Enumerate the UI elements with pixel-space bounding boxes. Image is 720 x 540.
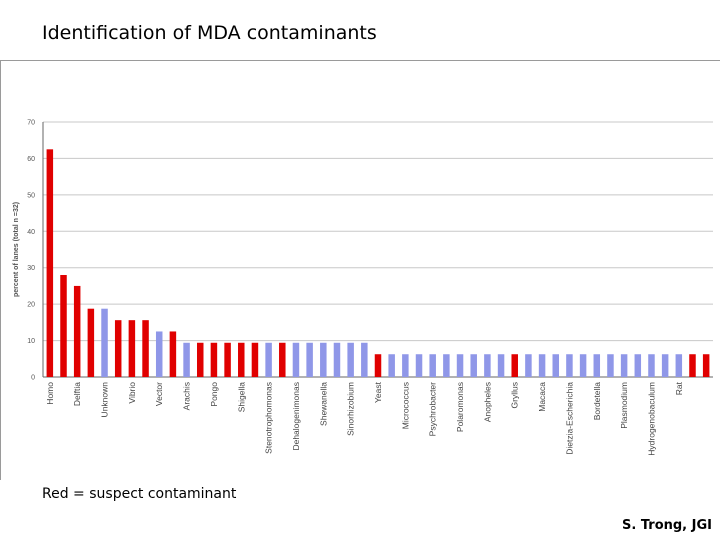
- x-tick-label: Unknown: [100, 382, 110, 418]
- bar: [415, 354, 423, 377]
- bar: [333, 342, 341, 377]
- bar: [484, 354, 491, 377]
- x-tick-label: Shewanella: [318, 382, 328, 426]
- x-tick-label: Arachis: [182, 382, 192, 410]
- x-tick-label: Vibrio: [127, 382, 137, 404]
- bar: [196, 342, 204, 377]
- bar: [497, 354, 505, 377]
- x-tick-label: Delftia: [72, 382, 82, 406]
- bar: [374, 354, 382, 377]
- bar: [114, 320, 122, 377]
- bar: [169, 331, 177, 377]
- author-credit: S. Trong, JGI: [622, 518, 712, 533]
- bar: [210, 342, 218, 377]
- y-tick-label: 60: [27, 156, 35, 163]
- bar: [101, 308, 108, 377]
- bar: [648, 354, 655, 377]
- x-tick-label: Anopheles: [482, 382, 492, 422]
- bar: [470, 354, 477, 377]
- bar: [46, 149, 54, 377]
- x-tick-label: Homo: [45, 382, 55, 405]
- slide-title: Identification of MDA contaminants: [42, 22, 377, 44]
- bar: [361, 342, 368, 377]
- x-tick-label: Dehalogenimonas: [291, 382, 301, 451]
- x-tick-label: Polaromonas: [455, 382, 465, 432]
- x-tick-label: Plasmodium: [619, 382, 629, 429]
- bar: [402, 354, 409, 377]
- bar: [183, 342, 190, 377]
- chart-figure: 0 10 20 30 40 50 60 70 percent of lanes (total n…: [0, 60, 720, 480]
- bar: [538, 354, 546, 377]
- bar: [265, 342, 272, 377]
- x-tick-label: Shigella: [236, 382, 246, 413]
- y-tick-label: 20: [27, 302, 35, 309]
- bar: [238, 342, 245, 377]
- x-tick-label: Yeast: [373, 381, 383, 403]
- x-tick-label: Dietzia-Escherichia: [564, 382, 574, 455]
- y-tick-label: 10: [27, 338, 35, 345]
- bar: [566, 354, 573, 377]
- bar: [689, 354, 696, 377]
- x-tick-label: Psychrobacter: [428, 382, 438, 436]
- x-tick-label: Stenotrophomonas: [264, 382, 274, 454]
- bar: [429, 354, 436, 377]
- x-tick-label: Pongo: [209, 382, 219, 407]
- bar: [675, 354, 683, 377]
- bar: [155, 331, 163, 377]
- bar: [224, 342, 231, 377]
- bar: [251, 342, 259, 377]
- bar: [552, 354, 560, 377]
- bar: [593, 354, 601, 377]
- bar-chart: 0 10 20 30 40 50 60 70 percent of lanes (total n…: [13, 120, 713, 456]
- bar: [511, 354, 518, 377]
- x-tick-label: Gryllus: [510, 382, 520, 408]
- bar: [388, 354, 395, 377]
- bar: [279, 342, 286, 377]
- bar: [60, 275, 67, 377]
- bar: [702, 354, 710, 377]
- x-tick-label: Vector: [154, 382, 164, 406]
- bar: [320, 342, 327, 377]
- bar: [87, 308, 95, 377]
- bar: [661, 354, 669, 377]
- y-tick-label: 70: [27, 120, 35, 127]
- bar: [620, 354, 628, 377]
- legend-caption: Red = suspect contaminant: [42, 486, 237, 502]
- bar: [443, 354, 450, 377]
- x-tick-label: Hydrogenobaculum: [646, 382, 656, 456]
- bar: [525, 354, 532, 377]
- bar: [128, 320, 136, 377]
- bar: [306, 342, 313, 377]
- y-tick-label: 50: [27, 192, 35, 199]
- x-tick-label: Bordetella: [592, 382, 602, 421]
- bar: [347, 342, 354, 377]
- y-tick-label: 30: [27, 265, 35, 272]
- bar: [456, 354, 464, 377]
- x-tick-label: Sinorhizobium: [346, 382, 356, 436]
- x-tick-label: Macaca: [537, 382, 547, 412]
- x-tick-label: Micrococcus: [400, 382, 410, 429]
- y-tick-label: 0: [31, 375, 35, 382]
- bar: [73, 285, 81, 377]
- bar: [607, 354, 614, 377]
- x-tick-label: Rat: [674, 381, 684, 395]
- bar: [142, 320, 149, 377]
- y-axis-title: percent of lanes (total n =32): [13, 202, 20, 297]
- y-tick-label: 40: [27, 229, 35, 236]
- bar: [634, 354, 642, 377]
- bar: [579, 354, 587, 377]
- bar: [292, 342, 300, 377]
